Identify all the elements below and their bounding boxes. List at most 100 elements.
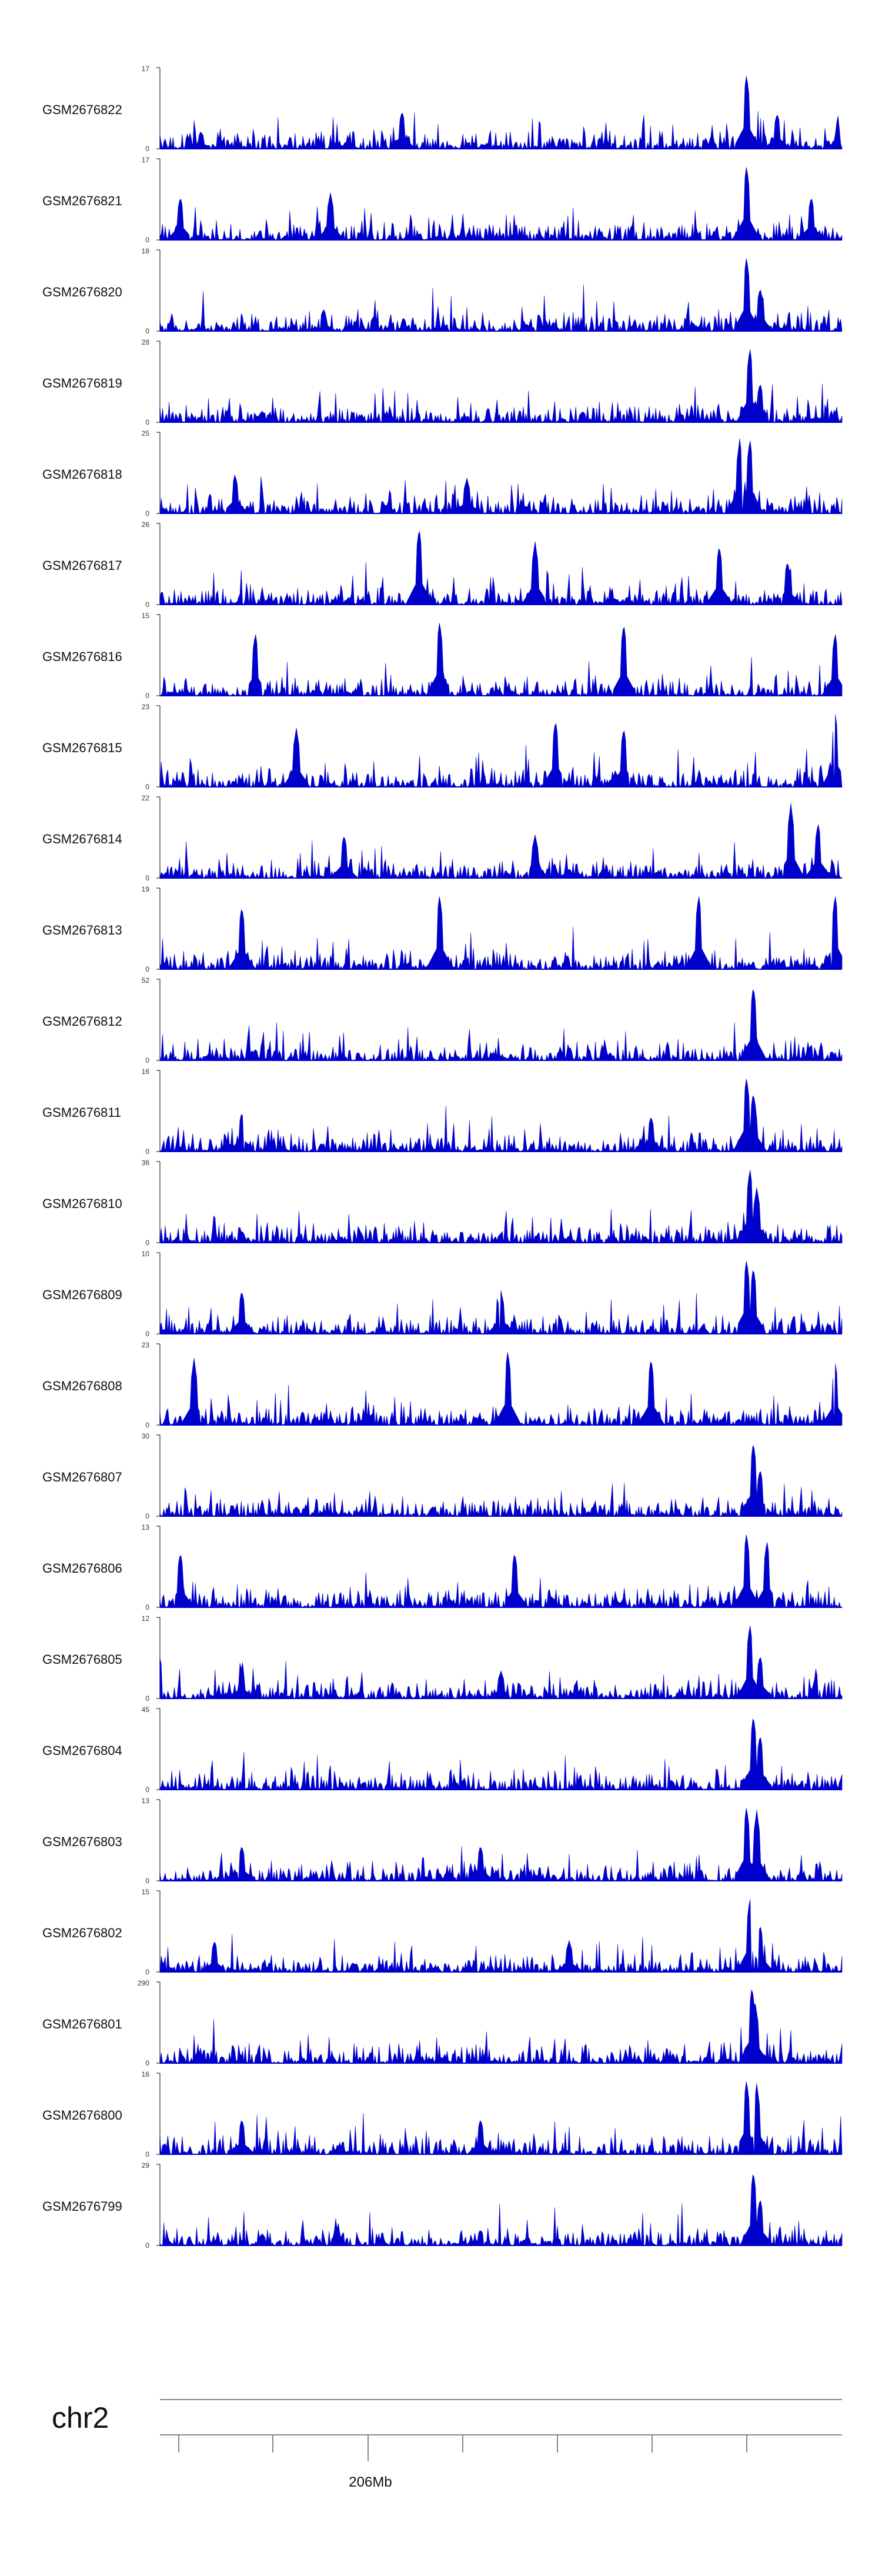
- track-label: GSM2676802: [42, 1926, 122, 1940]
- signal-area: [159, 531, 843, 606]
- track-label: GSM2676817: [42, 558, 122, 573]
- y-min-label: 0: [145, 1877, 149, 1885]
- y-max-label: 29: [142, 2161, 150, 2170]
- track-GSM2676810: GSM2676810 36 0: [42, 1159, 843, 1247]
- track-GSM2676801: GSM2676801 290 0: [42, 1979, 843, 2067]
- signal-area: [159, 896, 843, 970]
- signal-area: [159, 1261, 843, 1334]
- signal-area: [159, 1899, 843, 1973]
- signal-area: [159, 1352, 843, 1426]
- signal-area: [159, 1626, 843, 1700]
- track-label: GSM2676799: [42, 2199, 122, 2214]
- track-GSM2676799: GSM2676799 29 0: [42, 2161, 843, 2250]
- track-GSM2676809: GSM2676809 10 0: [42, 1250, 843, 1338]
- signal-area: [159, 1170, 843, 1244]
- y-max-label: 45: [142, 1706, 150, 1714]
- y-max-label: 19: [142, 885, 150, 893]
- y-min-label: 0: [145, 509, 149, 518]
- track-GSM2676816: GSM2676816 15 0: [42, 612, 843, 700]
- y-min-label: 0: [145, 236, 149, 244]
- y-min-label: 0: [145, 874, 149, 882]
- y-max-label: 18: [142, 247, 150, 255]
- chromosome-axis: chr2 206Mb: [52, 2399, 842, 2490]
- signal-area: [159, 258, 843, 332]
- chromosome-label: chr2: [52, 2401, 109, 2434]
- y-max-label: 23: [142, 703, 150, 711]
- track-label: GSM2676803: [42, 1834, 122, 1849]
- y-max-label: 30: [142, 1432, 150, 1440]
- signal-area: [159, 623, 843, 697]
- track-GSM2676814: GSM2676814 22 0: [42, 794, 843, 882]
- signal-area: [159, 714, 843, 788]
- signal-area: [159, 2081, 843, 2155]
- y-min-label: 0: [145, 1147, 149, 1156]
- track-GSM2676815: GSM2676815 23 0: [42, 703, 843, 791]
- position-label: 206Mb: [349, 2474, 392, 2490]
- signal-area: [159, 1079, 843, 1152]
- y-min-label: 0: [145, 1330, 149, 1338]
- track-label: GSM2676811: [42, 1105, 121, 1120]
- y-min-label: 0: [145, 1512, 149, 1520]
- y-max-label: 17: [142, 156, 150, 164]
- track-GSM2676817: GSM2676817 26 0: [42, 520, 843, 609]
- signal-area: [159, 989, 843, 1062]
- signal-area: [159, 1808, 843, 1882]
- track-GSM2676820: GSM2676820 18 0: [42, 247, 843, 335]
- track-GSM2676813: GSM2676813 19 0: [42, 885, 843, 973]
- track-label: GSM2676821: [42, 193, 122, 208]
- y-min-label: 0: [145, 1603, 149, 1611]
- y-max-label: 36: [142, 1159, 150, 1167]
- position-ticks: [178, 2435, 747, 2461]
- y-max-label: 23: [142, 1341, 150, 1349]
- track-GSM2676807: GSM2676807 30 0: [42, 1432, 843, 1520]
- signal-area: [159, 349, 843, 423]
- y-max-label: 25: [142, 429, 150, 438]
- y-min-label: 0: [145, 1786, 149, 1794]
- track-GSM2676800: GSM2676800 16 0: [42, 2070, 843, 2158]
- y-max-label: 22: [142, 794, 150, 802]
- y-max-label: 28: [142, 338, 150, 346]
- track-label: GSM2676800: [42, 2108, 122, 2123]
- track-GSM2676808: GSM2676808 23 0: [42, 1341, 843, 1429]
- y-max-label: 26: [142, 520, 150, 529]
- track-GSM2676802: GSM2676802 15 0: [42, 1888, 843, 1976]
- y-min-label: 0: [145, 692, 149, 700]
- y-min-label: 0: [145, 965, 149, 973]
- signal-area: [159, 803, 843, 879]
- track-label: GSM2676816: [42, 649, 122, 664]
- y-min-label: 0: [145, 1694, 149, 1703]
- track-label: GSM2676807: [42, 1470, 122, 1484]
- y-min-label: 0: [145, 1968, 149, 1976]
- y-max-label: 16: [142, 2070, 150, 2078]
- track-label: GSM2676801: [42, 2017, 122, 2031]
- signal-area: [159, 1989, 843, 2064]
- track-label: GSM2676813: [42, 923, 122, 937]
- y-min-label: 0: [145, 1421, 149, 1429]
- y-max-label: 15: [142, 612, 150, 620]
- y-max-label: 12: [142, 1614, 150, 1623]
- signal-area: [159, 1719, 843, 1790]
- track-GSM2676803: GSM2676803 13 0: [42, 1797, 843, 1885]
- track-GSM2676822: GSM2676822 17 0: [42, 65, 843, 153]
- track-GSM2676804: GSM2676804 45 0: [42, 1706, 843, 1794]
- track-GSM2676806: GSM2676806 13 0: [42, 1523, 843, 1611]
- track-label: GSM2676805: [42, 1652, 122, 1667]
- track-label: GSM2676814: [42, 832, 122, 846]
- y-max-label: 13: [142, 1797, 150, 1805]
- track-label: GSM2676815: [42, 740, 122, 755]
- signal-area: [159, 438, 843, 515]
- y-min-label: 0: [145, 783, 149, 791]
- y-min-label: 0: [145, 418, 149, 426]
- track-label: GSM2676820: [42, 285, 122, 299]
- track-label: GSM2676804: [42, 1743, 122, 1758]
- track-panels: GSM2676822170GSM2676821170GSM2676820180G…: [42, 65, 843, 2250]
- track-label: GSM2676808: [42, 1379, 122, 1393]
- y-min-label: 0: [145, 600, 149, 609]
- y-min-label: 0: [145, 2150, 149, 2158]
- track-label: GSM2676822: [42, 102, 122, 117]
- track-label: GSM2676818: [42, 467, 122, 482]
- track-GSM2676821: GSM2676821 17 0: [42, 156, 843, 244]
- y-max-label: 17: [142, 65, 150, 73]
- signal-area: [159, 167, 843, 241]
